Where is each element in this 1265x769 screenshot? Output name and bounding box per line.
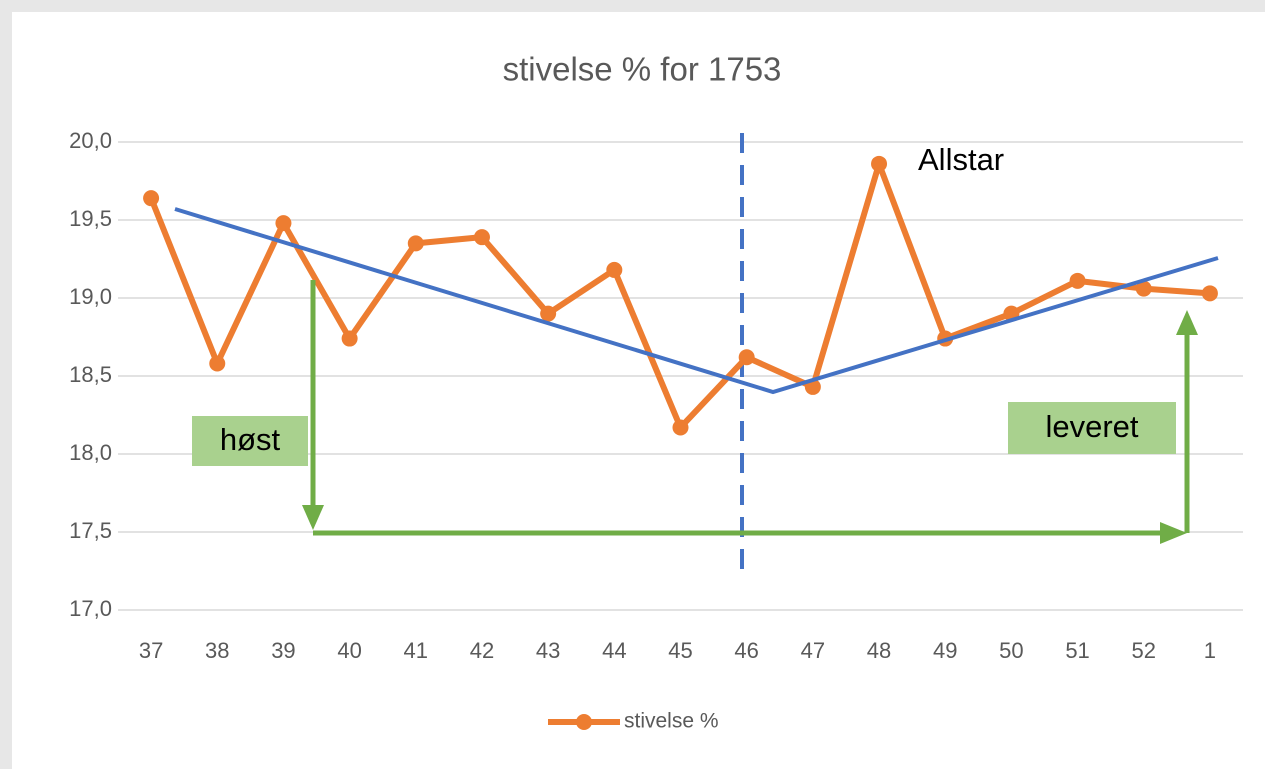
y-tick-label: 18,5: [69, 362, 112, 387]
legend-label: stivelse %: [624, 710, 719, 733]
annotation: Allstar: [918, 142, 1004, 177]
x-tick-label: 1: [1204, 638, 1216, 663]
y-tick-label: 19,0: [69, 284, 112, 309]
y-tick-label: 18,0: [69, 440, 112, 465]
data-point: [1201, 285, 1218, 302]
chart-title: stivelse % for 1753: [503, 51, 782, 88]
data-point: [407, 235, 424, 252]
data-point: [143, 190, 160, 207]
x-tick-label: 40: [337, 638, 361, 663]
data-point: [473, 229, 490, 246]
arrow-head: [1176, 310, 1198, 335]
x-tick-label: 45: [668, 638, 692, 663]
data-point: [871, 155, 888, 172]
x-tick-label: 48: [867, 638, 891, 663]
x-tick-label: 42: [470, 638, 494, 663]
data-point: [540, 305, 557, 322]
x-tick-label: 39: [271, 638, 295, 663]
x-tick-label: 46: [734, 638, 758, 663]
y-tick-label: 20,0: [69, 128, 112, 153]
legend: stivelse %: [548, 710, 719, 733]
grid: 17,0 17,5 18,0 18,5 19,0 19,5 20,0 37 38 39 40 41 42…: [69, 128, 1243, 663]
annotation: leveret: [1045, 409, 1138, 444]
data-point: [738, 349, 755, 366]
annotation: høst: [220, 422, 281, 457]
data-point: [275, 215, 292, 232]
y-tick-label: 17,0: [69, 596, 112, 621]
chart-panel: [12, 12, 1265, 769]
x-tick-label: 50: [999, 638, 1023, 663]
legend-swatch: [576, 714, 592, 730]
x-tick-label: 37: [139, 638, 163, 663]
x-tick-label: 38: [205, 638, 229, 663]
trend-line: [174, 207, 1219, 395]
label-box: [192, 416, 308, 466]
data-point: [672, 419, 689, 436]
arrow-head: [1160, 522, 1187, 544]
data-point: [606, 261, 623, 278]
label-box: [1008, 402, 1176, 454]
x-tick-label: 44: [602, 638, 626, 663]
data-point: [209, 355, 226, 372]
x-tick-label: 43: [536, 638, 560, 663]
x-tick-label: 41: [404, 638, 428, 663]
data-point: [1135, 280, 1152, 297]
plot: [143, 155, 1218, 436]
arrow-head: [302, 505, 324, 530]
x-tick-label: 47: [801, 638, 825, 663]
data-point: [341, 330, 358, 347]
x-tick-label: 49: [933, 638, 957, 663]
y-tick-label: 17,5: [69, 518, 112, 543]
data-point: [1069, 272, 1086, 289]
x-tick-label: 52: [1131, 638, 1155, 663]
x-tick-label: 51: [1065, 638, 1089, 663]
annotations: høst leveret Allstar: [174, 142, 1219, 544]
y-tick-label: 19,5: [69, 206, 112, 231]
